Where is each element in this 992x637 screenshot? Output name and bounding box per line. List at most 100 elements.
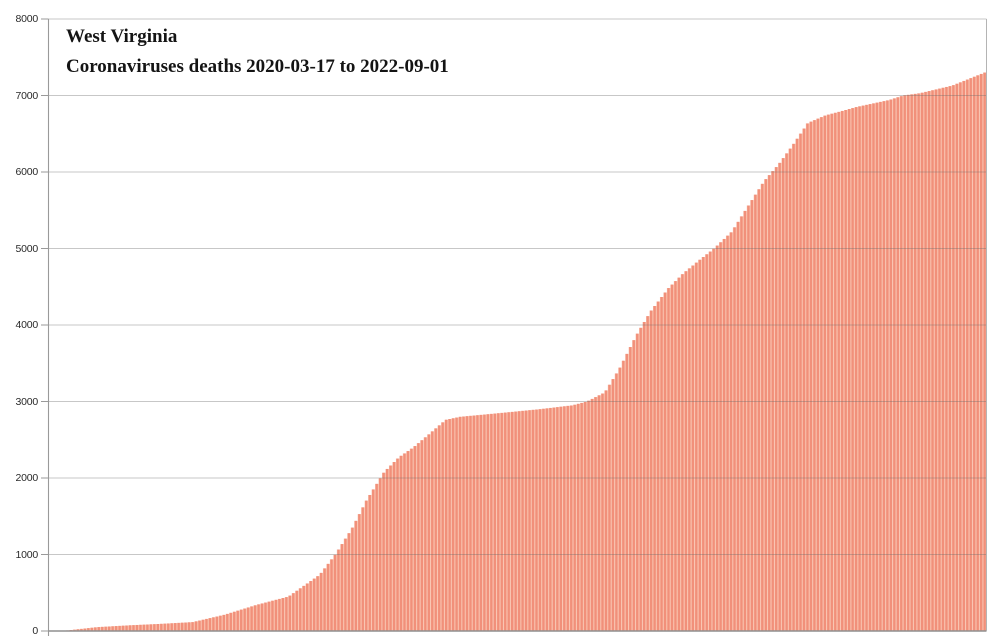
bar [583, 402, 587, 631]
bar [761, 183, 764, 632]
bar [215, 616, 219, 631]
bar [87, 628, 90, 631]
bar [326, 563, 330, 631]
y-axis-tick-label: 6000 [15, 166, 38, 178]
bar [681, 274, 684, 631]
bar [674, 281, 677, 631]
bar [973, 76, 976, 631]
bar [941, 87, 945, 631]
bar [889, 99, 893, 632]
bar [861, 105, 865, 631]
bar [629, 347, 632, 631]
bar [663, 292, 667, 631]
bar [556, 407, 559, 631]
bar [715, 245, 719, 631]
bar [392, 462, 396, 631]
bar [764, 179, 767, 631]
bar [535, 409, 538, 631]
bar [458, 416, 462, 631]
bar [229, 612, 232, 631]
bar [149, 624, 153, 631]
bar [976, 75, 979, 631]
bar [316, 576, 319, 631]
bar [94, 627, 97, 631]
bar [382, 472, 385, 631]
bar [427, 434, 430, 631]
bar [688, 268, 691, 631]
bar [451, 418, 455, 631]
bar [486, 414, 490, 631]
bar [722, 238, 726, 632]
bar [153, 624, 156, 631]
bar [444, 419, 448, 631]
bar [104, 626, 107, 631]
bar [649, 310, 653, 631]
bar [431, 431, 434, 631]
bar [531, 409, 535, 631]
bar [844, 109, 847, 631]
bar [754, 194, 757, 631]
bar [180, 622, 184, 631]
bar [278, 598, 281, 631]
bar [834, 112, 837, 632]
bar [980, 73, 983, 632]
bar [900, 96, 903, 632]
bar [775, 167, 778, 631]
bar [563, 406, 566, 631]
bar [108, 626, 111, 631]
bar [410, 448, 413, 631]
bar [656, 301, 660, 631]
bar [212, 617, 215, 631]
bar [121, 625, 125, 631]
bar [167, 623, 170, 631]
bar [632, 340, 635, 631]
bar [83, 628, 87, 631]
bar [646, 316, 649, 631]
bar [806, 123, 809, 632]
bar [205, 618, 208, 631]
bar [643, 321, 646, 631]
bar [319, 572, 323, 631]
bar [358, 514, 361, 631]
bar [740, 216, 743, 632]
bar [476, 415, 479, 631]
bar [507, 412, 510, 631]
bar [264, 602, 267, 631]
y-axis-tick-label: 1000 [15, 548, 38, 561]
bar [271, 600, 274, 631]
bar [142, 624, 146, 631]
bar [691, 265, 695, 631]
bar [893, 98, 896, 632]
bar [712, 248, 715, 631]
bar [177, 622, 180, 631]
bar [604, 390, 608, 631]
bar [455, 417, 458, 631]
bar [354, 520, 358, 631]
bar [615, 373, 618, 631]
bar [955, 83, 959, 632]
bar [816, 118, 820, 631]
bar [924, 91, 927, 631]
bar [243, 608, 246, 631]
bar [768, 175, 771, 631]
bar [361, 507, 364, 631]
bar [299, 588, 302, 631]
bar [511, 411, 514, 631]
bar [573, 404, 576, 631]
bar [667, 288, 670, 631]
y-axis-tick-label: 5000 [15, 242, 38, 255]
bar [493, 413, 496, 631]
y-axis-tick-label: 8000 [15, 13, 38, 25]
bar [524, 410, 528, 631]
y-axis-tick-label: 0 [32, 625, 38, 637]
bar [309, 581, 312, 631]
bar [962, 80, 965, 631]
bar [222, 614, 226, 631]
bar [163, 623, 166, 631]
bar [274, 599, 278, 631]
bar [695, 262, 698, 631]
bar [910, 94, 913, 631]
bar [240, 609, 243, 631]
bar [490, 413, 493, 631]
bar [622, 360, 625, 631]
